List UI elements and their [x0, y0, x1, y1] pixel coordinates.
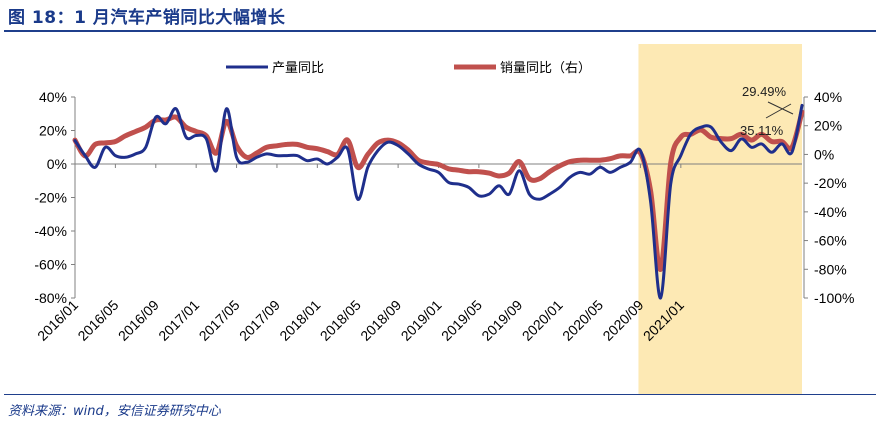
- annotation-sales-value: 29.49%: [742, 84, 787, 99]
- left-tick-label: 40%: [39, 89, 67, 105]
- legend-label-sales: 销量同比（右）: [500, 60, 591, 75]
- legend: 产量同比 销量同比（右）: [226, 60, 591, 75]
- left-tick-label: -40%: [34, 223, 67, 239]
- right-tick-label: 0%: [814, 146, 834, 162]
- x-tick-label: 2016/09: [115, 297, 162, 344]
- x-tick-label: 2017/01: [155, 297, 202, 344]
- right-tick-label: 20%: [814, 118, 842, 134]
- x-tick-label: 2016/05: [74, 297, 121, 344]
- annotation-leader: [767, 101, 794, 115]
- left-tick-label: -80%: [34, 290, 67, 306]
- x-tick-label: 2018/01: [276, 297, 323, 344]
- x-tick-label: 2019/05: [438, 297, 485, 344]
- legend-label-production: 产量同比: [272, 60, 324, 75]
- series-line-sales: [72, 109, 805, 272]
- left-tick-label: 20%: [39, 123, 67, 139]
- x-tick-label: 2018/05: [317, 297, 364, 344]
- annotations: 29.49% 35.11%: [740, 84, 794, 138]
- title-divider: [4, 30, 876, 32]
- right-tick-label: -100%: [814, 290, 854, 306]
- right-tick-label: 40%: [814, 89, 842, 105]
- right-y-axis: 40% 20% 0% -20% -40% -60% -80% -100%: [804, 89, 854, 306]
- x-tick-label: 2018/09: [357, 297, 404, 344]
- x-tick-label: 2017/09: [236, 297, 283, 344]
- right-tick-label: -60%: [814, 233, 847, 249]
- footer-divider: [4, 394, 876, 395]
- x-tick-label: 2017/05: [196, 297, 243, 344]
- x-tick-label: 2020/05: [559, 297, 606, 344]
- right-tick-label: -40%: [814, 204, 847, 220]
- series-line-production: [73, 103, 804, 300]
- left-tick-label: -20%: [34, 190, 67, 206]
- figure-title: 图 18：1 月汽车产销同比大幅增长: [8, 8, 286, 28]
- source-note: 资料来源：wind，安信证券研究中心: [8, 404, 221, 419]
- annotation-production-value: 35.11%: [740, 123, 784, 138]
- x-tick-label: 2020/01: [519, 297, 566, 344]
- right-tick-label: -20%: [814, 175, 847, 191]
- left-y-axis: 40% 20% 0% -20% -40% -60% -80%: [34, 89, 75, 306]
- left-tick-label: 0%: [47, 156, 67, 172]
- right-tick-label: -80%: [814, 261, 847, 277]
- left-tick-label: -60%: [34, 257, 67, 273]
- x-tick-label: 2019/01: [398, 297, 445, 344]
- annotation-leader: [765, 103, 792, 119]
- x-tick-label: 2019/09: [478, 297, 525, 344]
